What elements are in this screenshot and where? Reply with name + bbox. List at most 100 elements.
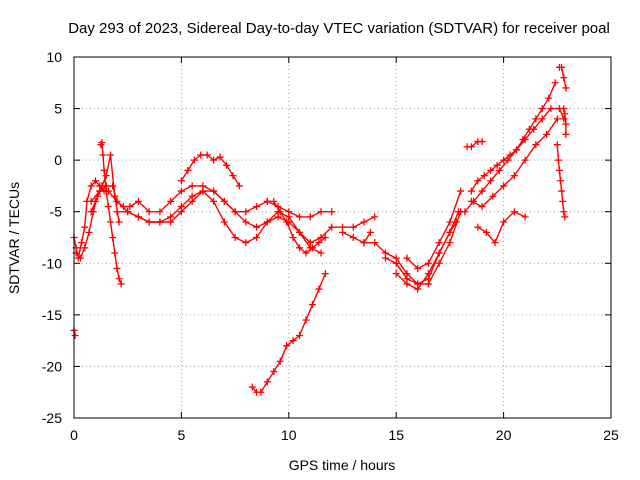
data-point bbox=[117, 280, 125, 288]
data-point bbox=[500, 156, 508, 164]
data-point bbox=[538, 115, 546, 123]
data-point bbox=[487, 177, 495, 185]
data-point bbox=[113, 208, 121, 216]
data-point bbox=[210, 156, 218, 164]
data-point bbox=[289, 234, 297, 241]
data-point bbox=[543, 130, 551, 138]
data-point bbox=[87, 197, 95, 205]
data-point bbox=[124, 208, 132, 216]
data-point bbox=[210, 187, 218, 195]
chart-title: Day 293 of 2023, Sidereal Day-to-day VTE… bbox=[68, 20, 610, 37]
data-point bbox=[242, 218, 250, 226]
data-point bbox=[360, 239, 368, 247]
data-point bbox=[435, 239, 443, 247]
series-arc-10 bbox=[248, 270, 329, 396]
data-point bbox=[145, 208, 153, 216]
y-axis-label: SDTVAR / TECUs bbox=[6, 182, 22, 294]
data-point bbox=[99, 151, 107, 159]
data-point bbox=[551, 79, 559, 87]
data-point bbox=[100, 166, 108, 174]
data-point bbox=[253, 234, 261, 241]
data-point bbox=[197, 151, 205, 159]
data-point bbox=[532, 115, 540, 123]
data-point bbox=[435, 259, 443, 267]
data-point bbox=[480, 172, 488, 180]
data-point bbox=[156, 218, 164, 226]
y-tick-label: 5 bbox=[54, 101, 62, 117]
data-point bbox=[392, 270, 400, 278]
data-point bbox=[371, 213, 379, 221]
data-point bbox=[87, 208, 95, 216]
series-arc-23 bbox=[553, 141, 569, 221]
data-point bbox=[296, 331, 304, 339]
data-point bbox=[302, 316, 310, 324]
data-point bbox=[81, 223, 89, 231]
data-point bbox=[308, 301, 316, 309]
data-point bbox=[467, 143, 475, 151]
series-line bbox=[467, 140, 483, 148]
data-point bbox=[446, 239, 454, 247]
data-point bbox=[78, 239, 86, 247]
data-point bbox=[446, 228, 454, 236]
data-point bbox=[467, 187, 475, 195]
data-point bbox=[525, 125, 533, 133]
data-point bbox=[478, 138, 486, 146]
axis-ticks: 0 5 10 15 20 25 -25 -20 -15 -10 -5 0 5 10 bbox=[42, 49, 619, 443]
grid bbox=[74, 57, 611, 418]
data-point bbox=[115, 218, 123, 226]
data-point bbox=[424, 270, 432, 278]
plot-frame bbox=[73, 56, 612, 419]
data-point bbox=[276, 208, 284, 216]
series-line bbox=[364, 211, 462, 285]
series-arc-8 bbox=[177, 151, 243, 190]
data-point bbox=[177, 187, 185, 195]
x-tick-label: 5 bbox=[178, 427, 186, 443]
data-point bbox=[220, 197, 228, 205]
series-arc-19 bbox=[467, 115, 561, 211]
data-point bbox=[190, 156, 198, 164]
data-point bbox=[506, 151, 514, 159]
data-point bbox=[104, 203, 112, 211]
data-point bbox=[510, 172, 518, 180]
data-point bbox=[104, 187, 112, 195]
data-point bbox=[308, 244, 316, 252]
data-point bbox=[188, 197, 196, 205]
data-point bbox=[532, 141, 540, 149]
data-point bbox=[554, 156, 562, 164]
data-point bbox=[467, 197, 475, 205]
data-point bbox=[134, 197, 142, 205]
data-point bbox=[167, 197, 175, 205]
data-point bbox=[547, 105, 555, 113]
series-arc-3 bbox=[70, 326, 79, 339]
data-point bbox=[248, 383, 256, 391]
data-point bbox=[558, 187, 566, 195]
series-arc-20 bbox=[474, 208, 529, 247]
data-point bbox=[296, 244, 304, 252]
data-point bbox=[270, 197, 278, 205]
y-tick-label: 0 bbox=[54, 152, 62, 168]
data-point bbox=[553, 141, 561, 149]
data-point bbox=[109, 182, 117, 190]
data-point bbox=[91, 177, 99, 185]
data-point bbox=[562, 130, 570, 138]
data-point bbox=[512, 146, 520, 154]
y-tick-label: -20 bbox=[42, 358, 62, 374]
data-point bbox=[113, 264, 121, 272]
data-point bbox=[461, 208, 469, 216]
data-point bbox=[555, 166, 563, 174]
x-tick-label: 25 bbox=[603, 427, 619, 443]
data-point bbox=[424, 259, 432, 267]
data-point bbox=[102, 172, 110, 180]
data-point bbox=[257, 388, 265, 396]
series-arc-21 bbox=[555, 63, 570, 92]
data-point bbox=[474, 177, 482, 185]
data-point bbox=[111, 249, 119, 257]
data-point bbox=[403, 280, 411, 288]
data-point bbox=[188, 182, 196, 190]
data-point bbox=[562, 120, 570, 128]
data-point bbox=[519, 136, 527, 144]
data-point bbox=[223, 161, 231, 169]
data-point bbox=[560, 208, 568, 216]
data-point bbox=[474, 223, 482, 231]
data-point bbox=[414, 285, 422, 293]
